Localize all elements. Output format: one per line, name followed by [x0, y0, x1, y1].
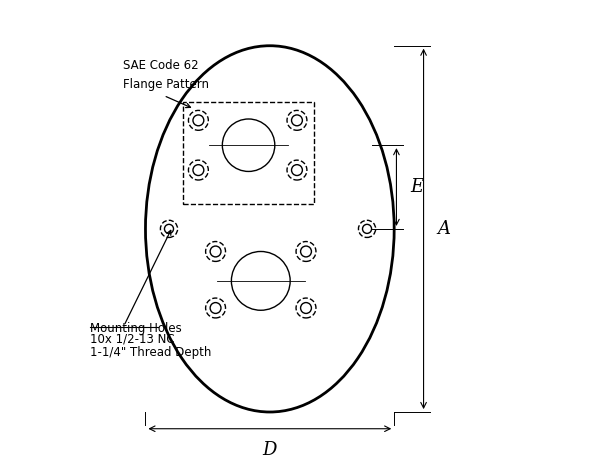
Text: 10x 1/2-13 NC: 10x 1/2-13 NC: [90, 333, 174, 346]
Text: E: E: [410, 178, 423, 196]
Text: SAE Code 62
Flange Pattern: SAE Code 62 Flange Pattern: [123, 59, 209, 91]
Text: D: D: [263, 441, 277, 459]
Text: Mounting Holes: Mounting Holes: [90, 322, 182, 335]
Bar: [183, 102, 314, 204]
Text: A: A: [437, 220, 450, 238]
Text: 1-1/4" Thread Depth: 1-1/4" Thread Depth: [90, 346, 211, 359]
